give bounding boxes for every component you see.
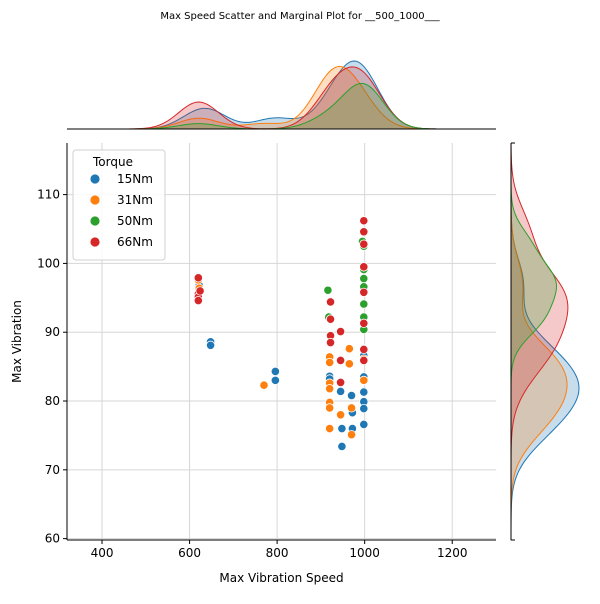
scatter-point-66Nm	[359, 355, 369, 366]
scatter-point-31Nm	[346, 403, 357, 413]
scatter-point-66Nm	[193, 273, 203, 283]
x-tick-label: 600	[178, 546, 201, 560]
scatter-point-66Nm	[335, 326, 346, 337]
y-axis-label: Max Vibration	[10, 300, 24, 383]
scatter-point-66Nm	[359, 216, 369, 226]
legend-marker-50Nm	[89, 215, 101, 227]
top-kde-15Nm	[84, 60, 483, 130]
x-axis-label: Max Vibration Speed	[219, 571, 343, 585]
scatter-point-50Nm	[359, 273, 369, 284]
x-tick-label: 1000	[349, 546, 380, 560]
chart-title: Max Speed Scatter and Marginal Plot for …	[160, 11, 440, 22]
scatter-point-66Nm	[359, 262, 369, 272]
legend-marker-15Nm	[89, 173, 101, 185]
y-tick-label: 110	[37, 188, 60, 202]
scatter-point-66Nm	[359, 318, 369, 328]
scatter-point-66Nm	[325, 297, 336, 307]
top-marginal-kde	[84, 60, 483, 130]
axes-layer: 400 600 800 1000 1200 60 70 80 90 100 110 Max Vibra…	[10, 128, 515, 585]
legend-label-31Nm: 31Nm	[117, 193, 153, 207]
scatter-point-31Nm	[325, 357, 335, 368]
scatter-point-31Nm	[344, 359, 354, 369]
scatter-point-50Nm	[323, 285, 333, 295]
scatter-point-66Nm	[335, 355, 346, 366]
scatter-point-31Nm	[359, 375, 369, 385]
scatter-point-15Nm	[205, 340, 216, 350]
scatter-point-15Nm	[359, 387, 369, 397]
scatter-point-15Nm	[359, 403, 369, 414]
scatter-point-15Nm	[337, 441, 347, 452]
scatter-point-66Nm	[195, 286, 205, 296]
y-tick-label: 70	[45, 463, 60, 477]
scatter-point-66Nm	[359, 239, 369, 249]
legend-marker-66Nm	[89, 236, 101, 248]
legend: Torque 15Nm 31Nm 50Nm 66Nm	[72, 149, 166, 261]
scatter-point-31Nm	[259, 380, 269, 390]
scatter-point-15Nm	[335, 386, 346, 396]
scatter-point-31Nm	[335, 410, 346, 420]
legend-label-50Nm: 50Nm	[117, 214, 153, 228]
y-tick-label: 100	[37, 256, 60, 270]
scatter-point-66Nm	[325, 337, 336, 348]
x-tick-label: 800	[266, 546, 289, 560]
scatter-point-31Nm	[346, 430, 357, 440]
scatter-point-66Nm	[335, 377, 346, 388]
x-tick-label: 1200	[437, 546, 468, 560]
x-tick-label: 400	[91, 546, 114, 560]
legend-label-15Nm: 15Nm	[117, 172, 153, 186]
legend-title: Torque	[92, 155, 133, 169]
y-tick-label: 90	[45, 325, 60, 339]
scatter-point-66Nm	[359, 227, 369, 237]
scatter-point-66Nm	[359, 344, 369, 355]
scatter-points	[193, 216, 369, 452]
scatter-point-31Nm	[325, 403, 335, 413]
scatter-point-66Nm	[359, 287, 369, 297]
y-tick-label: 80	[45, 394, 60, 408]
scatter-point-15Nm	[270, 366, 280, 377]
scatter-point-31Nm	[344, 344, 354, 354]
legend-marker-31Nm	[89, 194, 101, 206]
scatter-point-31Nm	[325, 423, 335, 434]
scatter-point-31Nm	[325, 384, 335, 394]
right-marginal-kde	[510, 143, 580, 541]
scatter-point-50Nm	[359, 299, 369, 309]
scatter-point-15Nm	[359, 419, 369, 430]
scatter-point-66Nm	[193, 295, 203, 306]
scatter-point-15Nm	[346, 390, 357, 401]
scatter-point-66Nm	[325, 314, 336, 324]
y-tick-label: 60	[45, 532, 60, 546]
legend-label-66Nm: 66Nm	[117, 235, 153, 249]
scatter-point-15Nm	[270, 375, 280, 385]
scatter-point-15Nm	[337, 423, 347, 434]
